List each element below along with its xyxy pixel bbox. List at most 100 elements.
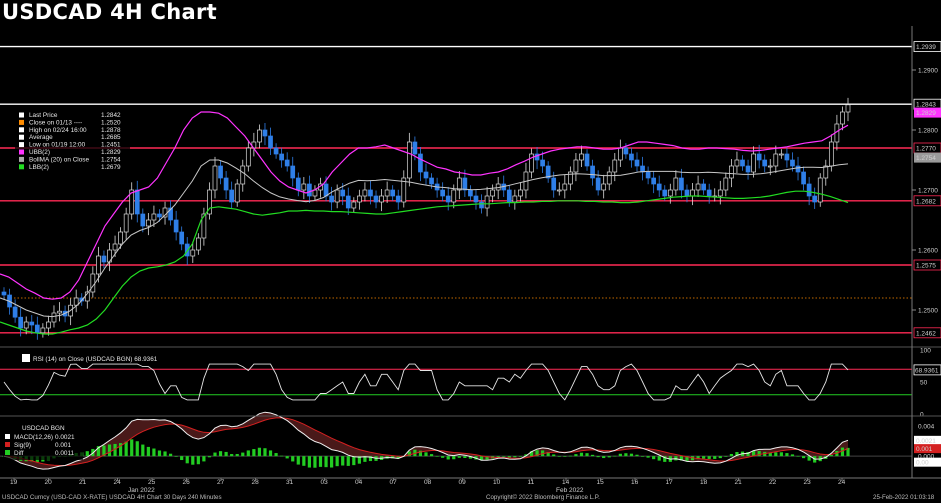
candle bbox=[79, 293, 85, 306]
candle bbox=[468, 185, 473, 201]
x-tick-label: 10 bbox=[493, 479, 501, 486]
candle bbox=[373, 190, 379, 209]
macd-diff-bar bbox=[696, 456, 700, 460]
macd-legend-label: Diff bbox=[14, 450, 24, 457]
candle bbox=[445, 186, 451, 211]
candle bbox=[584, 149, 590, 171]
candle-body bbox=[223, 177, 229, 191]
candle-body bbox=[651, 177, 657, 185]
candle bbox=[301, 177, 307, 200]
macd-diff-bar bbox=[307, 456, 311, 468]
candle-body bbox=[151, 213, 157, 221]
candle bbox=[195, 233, 201, 255]
candle-body bbox=[51, 312, 57, 323]
macd-diff-bar bbox=[846, 447, 850, 457]
candle bbox=[695, 175, 701, 197]
candle-body bbox=[384, 189, 390, 197]
x-tick-label: 21 bbox=[735, 479, 743, 486]
candle-body bbox=[429, 177, 434, 185]
candle-body bbox=[529, 153, 534, 173]
candle bbox=[312, 185, 318, 201]
candle-body bbox=[512, 195, 518, 203]
candle-body bbox=[379, 195, 384, 203]
candle-body bbox=[190, 249, 196, 257]
candle-body bbox=[345, 195, 351, 209]
candle bbox=[784, 147, 790, 168]
candle bbox=[756, 144, 762, 169]
candle bbox=[434, 177, 440, 198]
candle-body bbox=[817, 177, 823, 203]
macd-diff-bar bbox=[224, 451, 228, 457]
macd-diff-bar bbox=[624, 453, 628, 457]
macd-diff-bar bbox=[574, 454, 578, 457]
candle bbox=[723, 172, 729, 197]
level-tag-label: 1.2575 bbox=[916, 263, 936, 270]
macd-diff-bar bbox=[557, 456, 561, 457]
macd-tag-label: 0.001 bbox=[916, 446, 933, 453]
candle-body bbox=[706, 189, 712, 197]
macd-legend-swatch bbox=[5, 442, 10, 447]
candle bbox=[245, 140, 251, 172]
candle-body bbox=[695, 183, 701, 191]
macd-diff-bar bbox=[796, 455, 800, 457]
legend-swatch bbox=[19, 112, 24, 118]
candle bbox=[307, 175, 312, 203]
macd-diff-bar bbox=[130, 439, 134, 457]
candle-body bbox=[390, 189, 396, 197]
macd-diff-bar bbox=[268, 450, 273, 457]
candle-body bbox=[473, 195, 479, 203]
candle-body bbox=[12, 306, 18, 318]
macd-diff-bar bbox=[718, 456, 722, 459]
candle bbox=[812, 187, 818, 209]
candle bbox=[651, 171, 657, 194]
candle bbox=[201, 207, 207, 246]
price-tag bbox=[914, 107, 941, 118]
candle bbox=[118, 227, 123, 249]
candle-body bbox=[212, 165, 218, 191]
candle bbox=[712, 188, 718, 202]
candle bbox=[656, 175, 662, 197]
candle bbox=[146, 213, 151, 236]
candle-body bbox=[240, 165, 246, 185]
legend-label: Low on 01/19 12:00 bbox=[29, 142, 86, 149]
x-tick-label: 24 bbox=[114, 479, 122, 486]
candle-body bbox=[90, 273, 96, 293]
candle-body bbox=[751, 153, 756, 173]
candle bbox=[545, 161, 551, 183]
x-tick-label: 03 bbox=[321, 479, 329, 486]
candle-body bbox=[545, 165, 551, 179]
candle bbox=[157, 209, 162, 222]
candle-body bbox=[601, 183, 607, 191]
macd-diff-bar bbox=[702, 456, 706, 459]
macd-diff-bar bbox=[663, 456, 667, 462]
candle bbox=[729, 159, 734, 188]
macd-diff-bar bbox=[280, 455, 284, 457]
macd-diff-bar bbox=[801, 456, 806, 459]
candle bbox=[456, 171, 462, 200]
candle-body bbox=[423, 171, 429, 179]
x-tick-label: 04 bbox=[355, 479, 363, 486]
candle bbox=[12, 299, 18, 323]
price-tag-label: 1.2829 bbox=[916, 110, 936, 117]
candle-body bbox=[101, 255, 107, 263]
macd-legend-title: USDCAD BGN bbox=[22, 425, 65, 432]
macd-diff-bar bbox=[657, 456, 661, 461]
x-tick-label: 31 bbox=[286, 479, 294, 486]
candle-body bbox=[357, 195, 362, 203]
candle bbox=[368, 180, 373, 205]
macd-diff-bar bbox=[157, 450, 162, 457]
macd-diff-bar bbox=[735, 452, 739, 457]
candle-body bbox=[57, 310, 62, 314]
macd-diff-bar bbox=[774, 452, 778, 457]
candle bbox=[556, 182, 562, 196]
candle bbox=[706, 183, 712, 204]
macd-diff-bar bbox=[346, 456, 350, 466]
candle bbox=[284, 152, 290, 172]
candle bbox=[84, 285, 90, 309]
macd-diff-bar bbox=[396, 456, 400, 459]
candle bbox=[234, 179, 240, 207]
candle-body bbox=[290, 165, 296, 179]
macd-diff-bar bbox=[524, 454, 528, 457]
candle bbox=[840, 106, 845, 131]
macd-diff-bar bbox=[230, 454, 234, 457]
